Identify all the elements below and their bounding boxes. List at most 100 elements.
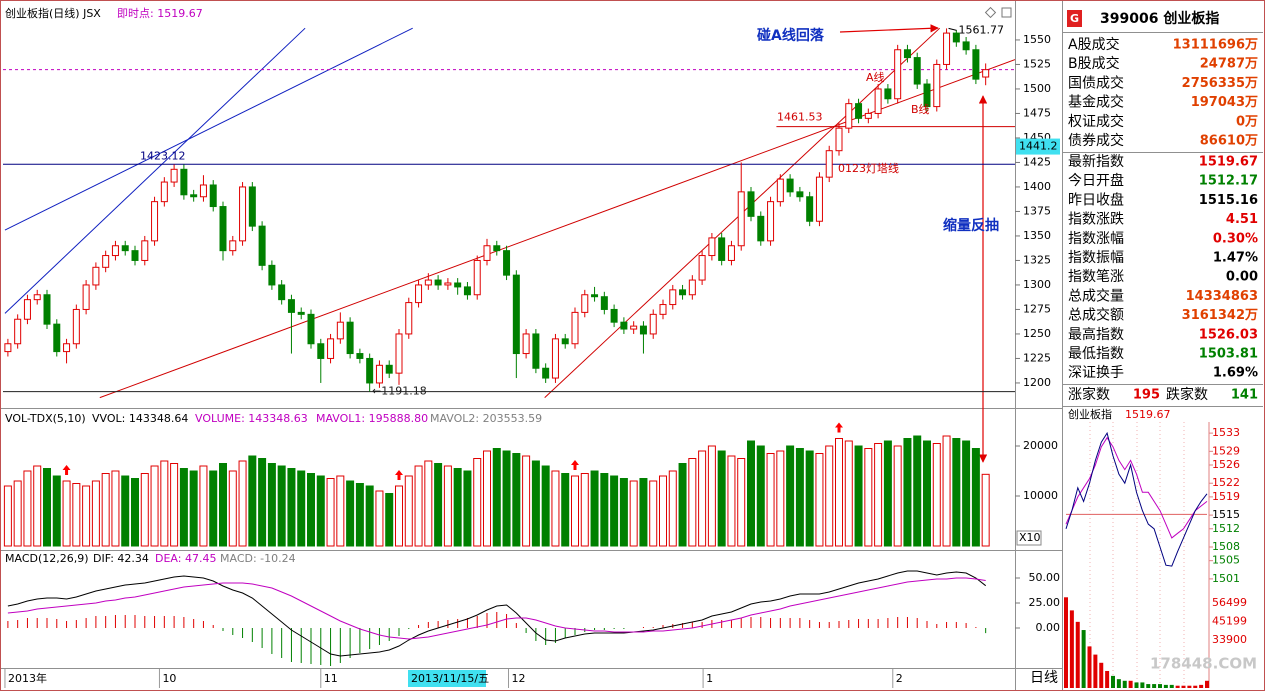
candle-body xyxy=(551,338,559,379)
volume-bar xyxy=(962,440,971,547)
mini-volume-bar xyxy=(1111,675,1115,688)
row-label: B股成交 xyxy=(1068,55,1120,72)
candle-body xyxy=(141,240,149,261)
y-tick-label: 1505 xyxy=(1212,554,1240,567)
up-label: 涨家数 xyxy=(1068,386,1110,403)
candle-body xyxy=(815,176,823,222)
row-value: 197043万 xyxy=(1191,95,1258,110)
y-tick-label: 1515 xyxy=(1212,508,1240,521)
legend-entry: VOLUME: 143348.63 xyxy=(195,412,308,425)
mini-volume-bar xyxy=(1134,682,1139,688)
vol-tick-label: 33900 xyxy=(1212,633,1247,646)
row-label: 债券成交 xyxy=(1068,132,1124,149)
volume-bar xyxy=(23,470,32,547)
mini-volume-bar xyxy=(1146,684,1151,688)
row-label: A股成交 xyxy=(1068,36,1120,53)
y-tick-label: 0.00 xyxy=(1036,621,1061,634)
mini-volume-bar xyxy=(1128,680,1133,688)
y-tick-label: 50.00 xyxy=(1029,571,1061,584)
candle-body xyxy=(669,289,677,306)
volume-bar xyxy=(434,463,443,547)
candle-body xyxy=(620,321,628,330)
candle-body xyxy=(434,279,442,286)
volume-bar xyxy=(385,493,394,547)
mini-volume-bar xyxy=(1187,685,1192,688)
candle-body xyxy=(630,325,638,330)
row-value: 1503.81 xyxy=(1199,347,1258,362)
watermark: 178448.COM xyxy=(1150,655,1257,673)
volume-bar xyxy=(844,440,853,547)
candle-body xyxy=(14,318,22,345)
intraday-plot xyxy=(1064,422,1213,688)
candle-body xyxy=(366,357,374,384)
volume-bar xyxy=(375,490,384,547)
mini-volume-bar xyxy=(1193,685,1198,688)
candle-body xyxy=(4,343,12,353)
candle-body xyxy=(796,191,804,198)
x-tick-label: 2013年 xyxy=(8,671,47,685)
row-label: 总成交额 xyxy=(1068,307,1124,324)
volume-bar xyxy=(971,448,980,547)
candle-body xyxy=(532,333,540,369)
candle-body xyxy=(581,294,589,313)
candle-body xyxy=(786,178,794,193)
icon[interactable] xyxy=(984,6,997,19)
y-tick-label: 1325 xyxy=(1023,253,1051,266)
mini-volume-bar xyxy=(1064,597,1068,688)
row-label: 指数振幅 xyxy=(1068,250,1124,266)
volume-bar xyxy=(580,473,589,547)
volume-bar xyxy=(541,465,550,547)
volume-bar xyxy=(688,458,697,547)
row-value: 86610万 xyxy=(1200,134,1258,149)
candle-body xyxy=(307,313,315,345)
annotation: 缩量反抽 xyxy=(943,217,999,234)
candle-body xyxy=(63,343,71,353)
volume-bar xyxy=(170,463,179,547)
trend-line xyxy=(4,27,306,314)
candle-body xyxy=(444,282,452,286)
volume-plot xyxy=(3,422,990,547)
candle-body xyxy=(258,225,266,266)
trend-line xyxy=(99,59,1015,399)
candle-body xyxy=(747,191,755,217)
down-count: 141 xyxy=(1231,388,1258,403)
row-label: 最新指数 xyxy=(1068,154,1124,170)
candle-body xyxy=(845,103,853,129)
mini-title: 创业板指 xyxy=(1068,407,1112,421)
volume-bar xyxy=(346,480,355,547)
candle-body xyxy=(327,338,335,359)
volume-bar xyxy=(629,480,638,547)
volume-bar xyxy=(326,478,335,547)
candle-body xyxy=(943,32,951,65)
icon[interactable] xyxy=(1001,7,1012,18)
legend-entry: VOL-TDX(5,10) xyxy=(5,412,86,425)
volume-bar xyxy=(463,470,472,547)
candle-body xyxy=(649,313,657,335)
candle-body xyxy=(82,284,90,310)
candle-body xyxy=(561,338,569,345)
volume-bar xyxy=(297,470,306,547)
volume-bar xyxy=(395,485,403,547)
mini-volume-bar xyxy=(1158,684,1162,688)
code-name: 399006 创业板指 xyxy=(1100,10,1219,27)
mini-volume-bar xyxy=(1199,684,1204,688)
candle-body xyxy=(121,245,129,252)
badge-box xyxy=(1067,10,1082,27)
badge: G xyxy=(1070,12,1079,25)
volume-bar xyxy=(13,480,22,547)
y-tick-label: 1250 xyxy=(1023,327,1051,340)
candle-body xyxy=(767,201,775,242)
candle-body xyxy=(737,191,745,247)
y-tick-label: 1275 xyxy=(1023,302,1051,315)
macd-plot xyxy=(7,570,987,666)
candle-body xyxy=(600,296,608,310)
volume-bar xyxy=(111,470,120,547)
row-value: 0.00 xyxy=(1226,270,1258,285)
level-label: 1461.53 xyxy=(777,111,823,124)
volume-bar xyxy=(91,480,100,547)
candle-body xyxy=(424,279,432,286)
candle-body xyxy=(884,88,892,100)
row-label: 国债成交 xyxy=(1068,74,1124,91)
candle-body xyxy=(483,245,491,261)
